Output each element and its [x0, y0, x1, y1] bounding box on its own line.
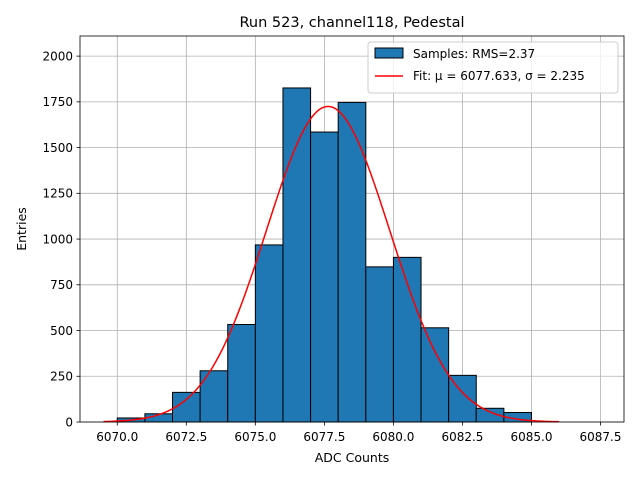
y-tick-label: 250 [50, 370, 73, 384]
fit-curve-layer [103, 105, 560, 423]
histogram-bar [337, 101, 367, 423]
y-tick-label: 1000 [42, 232, 73, 246]
x-tick-label: 6082.5 [441, 430, 483, 444]
tick-labels: 6070.0 6072.5 6075.0 6077.5 6080.0 6082.5 6085… [42, 49, 621, 444]
legend: Samples: RMS=2.37 Fit: μ = 6077.633, σ = … [367, 41, 619, 94]
histogram-bar [420, 327, 450, 423]
histogram-bar [227, 323, 256, 423]
y-tick-label: 2000 [42, 49, 73, 63]
x-tick-label: 6070.0 [96, 430, 138, 444]
y-tick-label: 1500 [42, 141, 73, 155]
y-tick-label: 500 [50, 324, 73, 338]
histogram-bar [282, 87, 312, 423]
y-axis-label: Entries [14, 207, 29, 251]
x-tick-label: 6072.5 [165, 430, 207, 444]
histogram-bar [365, 266, 394, 423]
histogram-bars [116, 87, 532, 423]
axes [79, 35, 625, 423]
y-tick-label: 1250 [42, 187, 73, 201]
histogram-bar [172, 391, 201, 423]
legend-label-samples: Samples: RMS=2.37 [413, 47, 535, 61]
x-tick-label: 6075.0 [234, 430, 276, 444]
y-tick-label: 1750 [42, 95, 73, 109]
histogram-bar [310, 131, 339, 423]
legend-label-fit: Fit: μ = 6077.633, σ = 2.235 [413, 69, 585, 83]
y-tick-label: 0 [65, 415, 73, 429]
histogram-bar [448, 374, 477, 423]
y-tick-label: 750 [50, 278, 73, 292]
chart-title: Run 523, channel118, Pedestal [239, 15, 464, 31]
x-tick-label: 6080.0 [372, 430, 414, 444]
histogram-bar [199, 370, 229, 423]
x-tick-label: 6077.5 [303, 430, 345, 444]
legend-box [367, 41, 619, 94]
x-tick-label: 6087.5 [580, 430, 622, 444]
fit-curve [103, 105, 560, 423]
histogram-bar [254, 244, 284, 423]
legend-swatch-samples [374, 47, 404, 59]
x-axis-label: ADC Counts [315, 450, 390, 465]
x-tick-label: 6085.0 [510, 430, 552, 444]
plot-frame [79, 35, 625, 423]
